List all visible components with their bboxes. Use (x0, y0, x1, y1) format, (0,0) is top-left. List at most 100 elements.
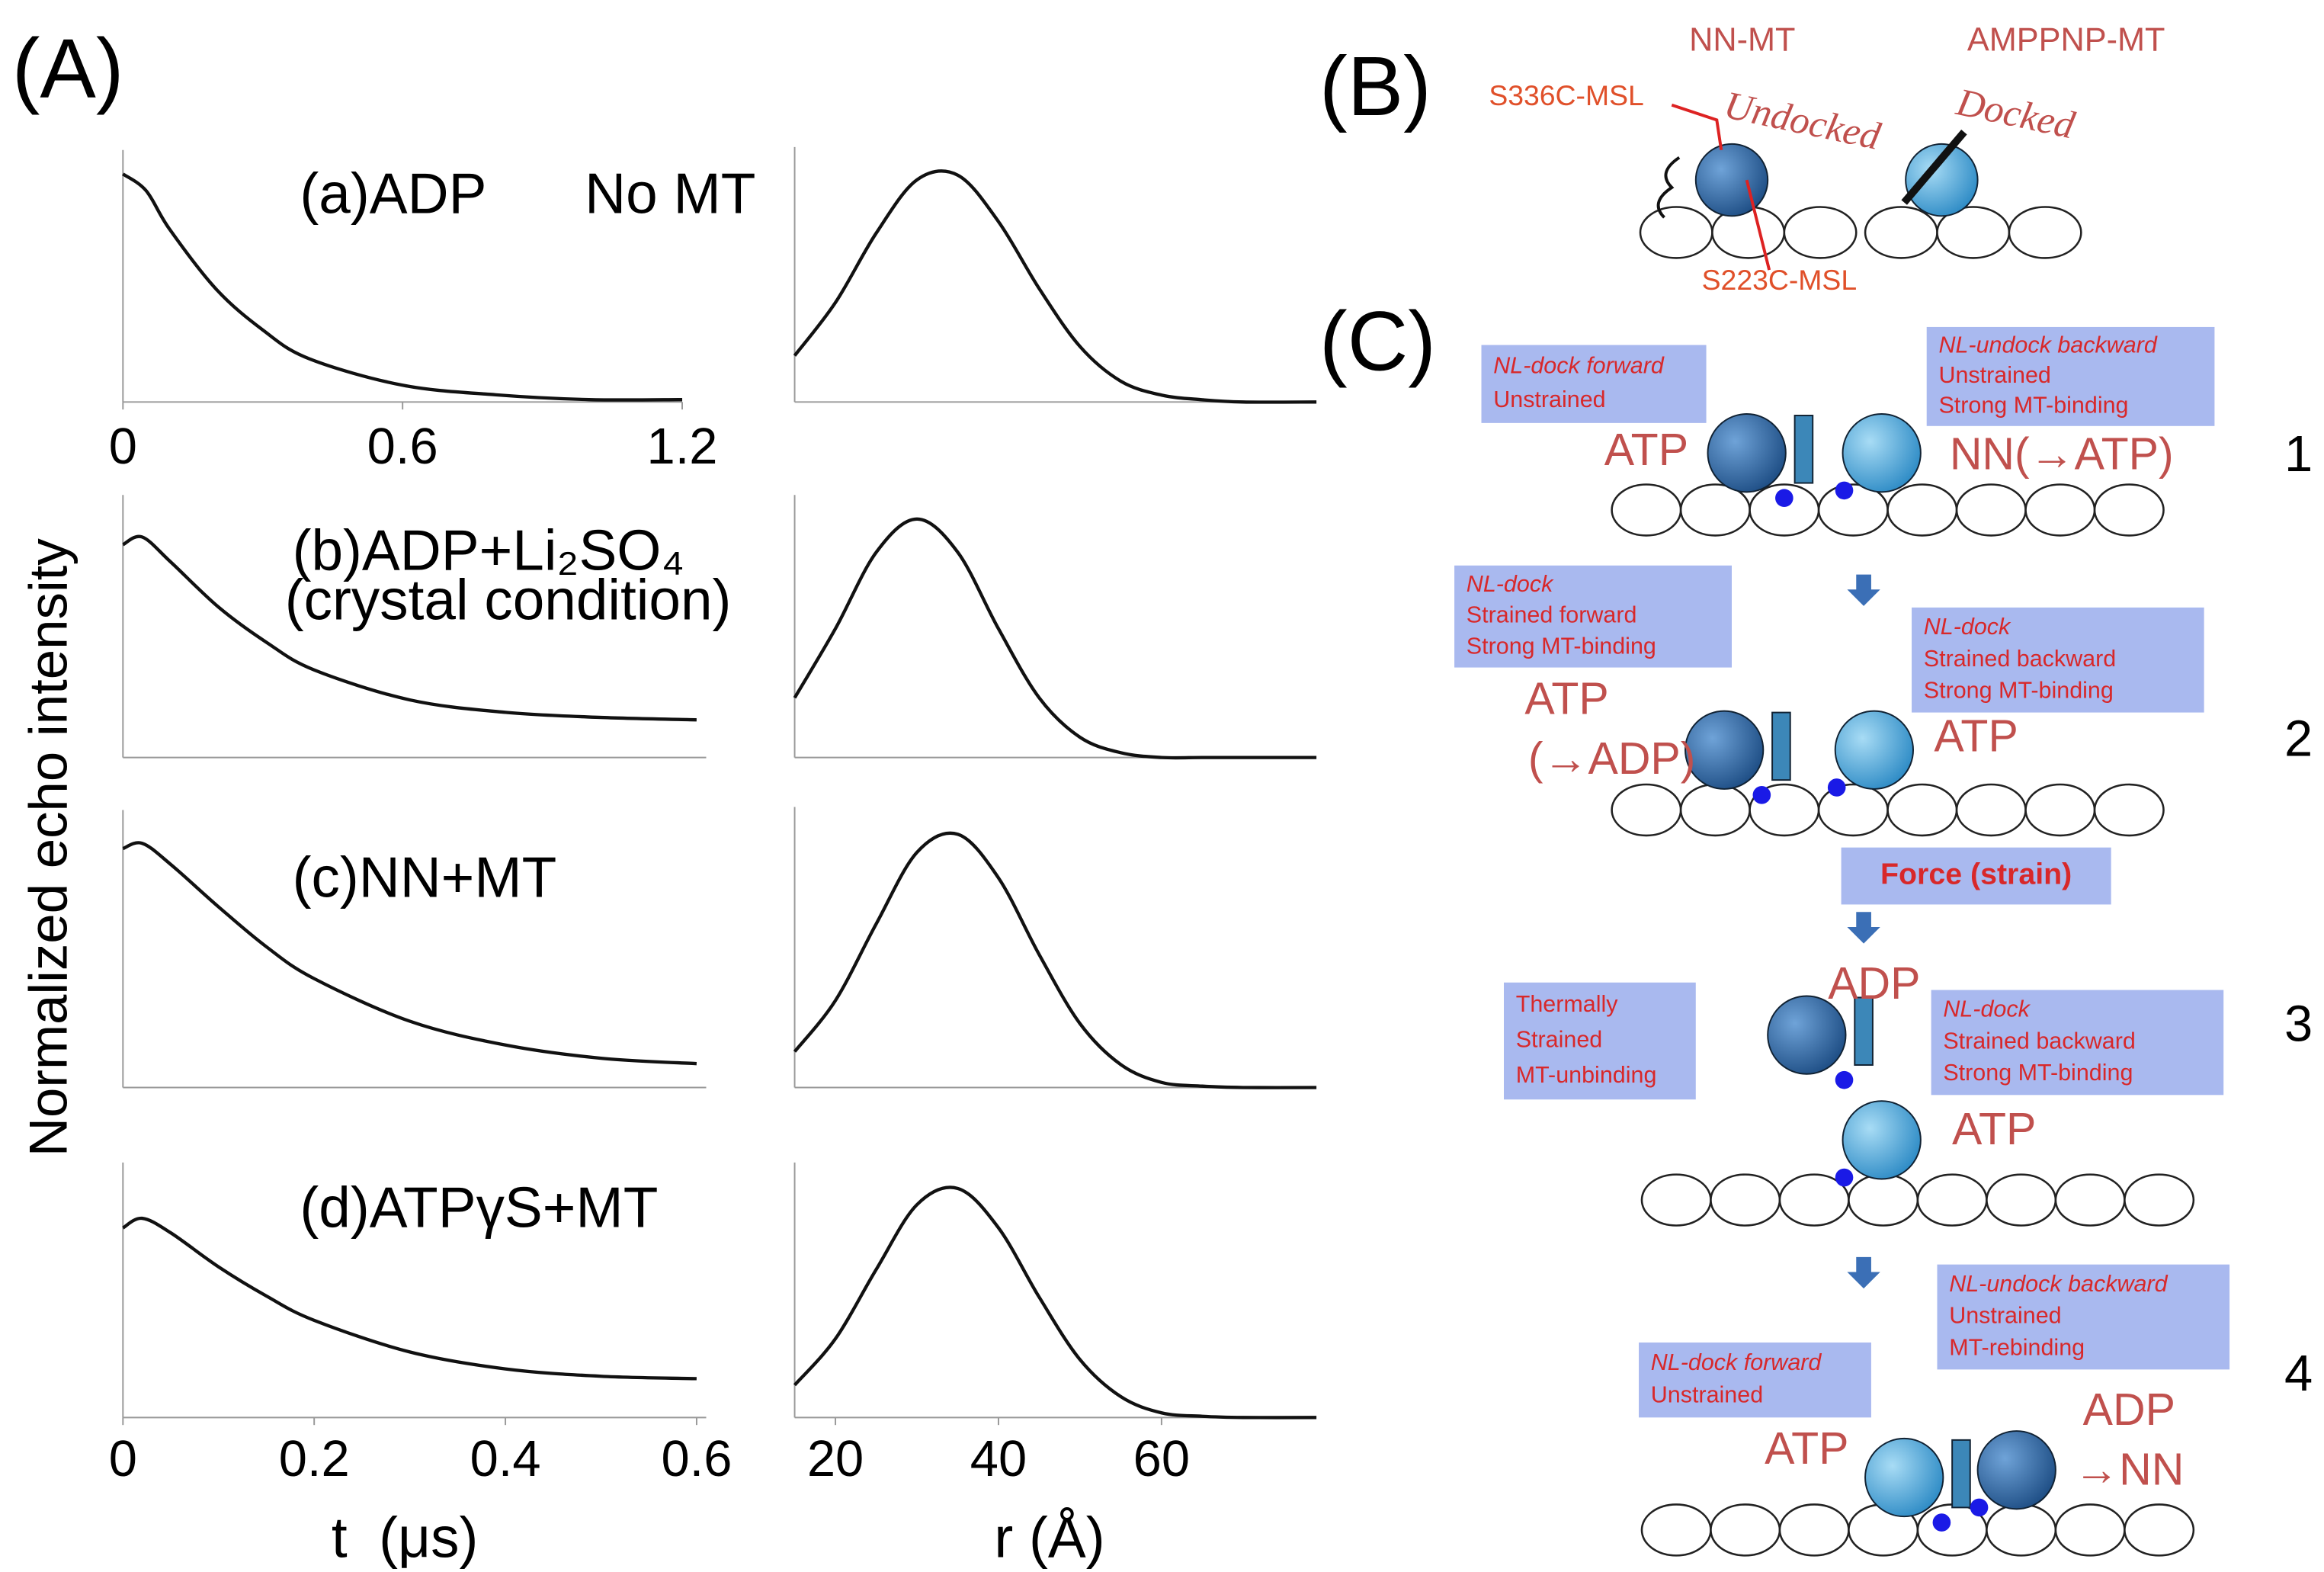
x-tick-label: 0.6 (661, 1430, 732, 1487)
x-axis-label: r (Å) (994, 1505, 1104, 1569)
nucleotide-label: (→ADP) (1528, 733, 1696, 784)
state-box (1454, 565, 1732, 668)
state-text: Strained forward (1467, 602, 1637, 628)
fit-curve (793, 517, 1317, 760)
state-box (1481, 345, 1707, 423)
x-tick-label: 0.6 (367, 418, 438, 475)
state-text: NL-dock forward (1493, 352, 1665, 378)
atp-site (1827, 778, 1846, 797)
tubulin (1710, 1503, 1781, 1557)
trace-title: (d)ATPγS+MT (300, 1176, 658, 1240)
tubulin (1986, 1503, 2057, 1557)
state-text: Strong MT-binding (1938, 392, 2128, 418)
state-text: Strong MT-binding (1467, 633, 1656, 659)
state-text: NL-dock forward (1651, 1349, 1822, 1375)
nucleotide-label: ATP (1524, 673, 1608, 723)
y-axis-label: Normalized echo intensity (19, 538, 79, 1157)
state-text: Strained backward (1943, 1028, 2135, 1054)
atp-site (1970, 1498, 1989, 1517)
motor-head (1767, 995, 1847, 1075)
tubulin (1886, 483, 1958, 537)
tubulin (1679, 783, 1751, 837)
step-arrow (1847, 1256, 1880, 1289)
tubulin (2008, 206, 2082, 259)
state-box (1937, 1264, 2230, 1370)
state-box (1639, 1342, 1871, 1418)
fit-curve (122, 1216, 697, 1381)
state-text: NL-dock (1924, 614, 2011, 640)
state-text: NL-undock backward (1949, 1271, 2168, 1297)
motor-head (1976, 1430, 2056, 1510)
fit-curve (793, 1185, 1317, 1420)
tubulin (2054, 1503, 2126, 1557)
motor-head (1707, 413, 1787, 493)
x-tick-label: 60 (1133, 1430, 1190, 1487)
fit-curve (122, 172, 683, 402)
trace-subtitle: (crystal condition) (285, 568, 732, 632)
tubulin (1955, 783, 2027, 837)
neck-linker (1901, 129, 1967, 205)
motor-head (1684, 710, 1765, 790)
state-text: Strained (1516, 1027, 1603, 1053)
state-box (1926, 326, 2215, 426)
x-tick-label: 20 (807, 1430, 864, 1487)
fit-curve (122, 841, 697, 1066)
atp-site (1932, 1513, 1951, 1532)
state-text: Strong MT-binding (1943, 1060, 2133, 1086)
tubulin (1864, 206, 1938, 259)
tubulin (1886, 783, 1958, 837)
x-tick-label: 1.2 (647, 418, 718, 475)
tubulin (1986, 1173, 2057, 1227)
force-box (1841, 847, 2111, 905)
nucleotide-label: NN(→ATP) (1950, 429, 2174, 480)
panel-label: (B) (1319, 40, 1431, 133)
tubulin (2024, 483, 2096, 537)
force-label: Force (strain) (1880, 857, 2072, 890)
state-text: NL-dock (1943, 996, 2031, 1022)
tubulin (2054, 1173, 2126, 1227)
neck-coil (1951, 1439, 1971, 1509)
state-text: Thermally (1516, 991, 1619, 1017)
tubulin (1778, 1503, 1850, 1557)
state-text: Strong MT-binding (1924, 678, 2114, 704)
probe-label: S223C-MSL (1702, 264, 1857, 296)
nucleotide-label: →NN (2074, 1445, 2184, 1495)
neck-coil (1854, 996, 1874, 1066)
fit-curve (122, 534, 697, 722)
tubulin (1639, 206, 1713, 259)
tubulin (1783, 206, 1858, 259)
step-number: 3 (2284, 995, 2313, 1052)
motor-head (1694, 143, 1769, 217)
atp-site (1835, 1070, 1854, 1089)
state-text: NL-undock backward (1938, 332, 2157, 358)
nucleotide-label: ADP (2083, 1384, 2175, 1435)
motor-head (1842, 1100, 1922, 1180)
state-box (1912, 607, 2204, 713)
step-number: 2 (2284, 711, 2313, 768)
nucleotide-label: ATP (1765, 1423, 1848, 1474)
neck-coil (1793, 415, 1814, 484)
state-label: Docked (1952, 80, 2079, 148)
trace-title: (c)NN+MT (293, 845, 557, 910)
step-number: 4 (2284, 1345, 2313, 1402)
probe-label: S336C-MSL (1489, 79, 1643, 111)
panel-label: (C) (1319, 295, 1436, 389)
x-tick-label: 0 (109, 1430, 137, 1487)
state-text: Strained backward (1924, 646, 2116, 672)
x-axis-label: t (μs) (332, 1505, 479, 1569)
step-arrow (1847, 912, 1880, 944)
nucleotide-label: ADP (1828, 958, 1920, 1009)
neck-linker (1656, 156, 1681, 219)
atp-site (1775, 489, 1793, 508)
state-text: MT-rebinding (1949, 1334, 2085, 1360)
atp-site (1835, 1168, 1854, 1187)
trace-title: (a)ADP (300, 161, 486, 225)
tubulin (1848, 1173, 1919, 1227)
fit-curve (793, 831, 1317, 1089)
tubulin (1640, 1503, 1712, 1557)
tubulin (1916, 1173, 1988, 1227)
state-text: NL-dock (1467, 571, 1554, 597)
panel-label: (A) (12, 21, 124, 115)
nucleotide-label: ATP (1952, 1104, 2036, 1154)
